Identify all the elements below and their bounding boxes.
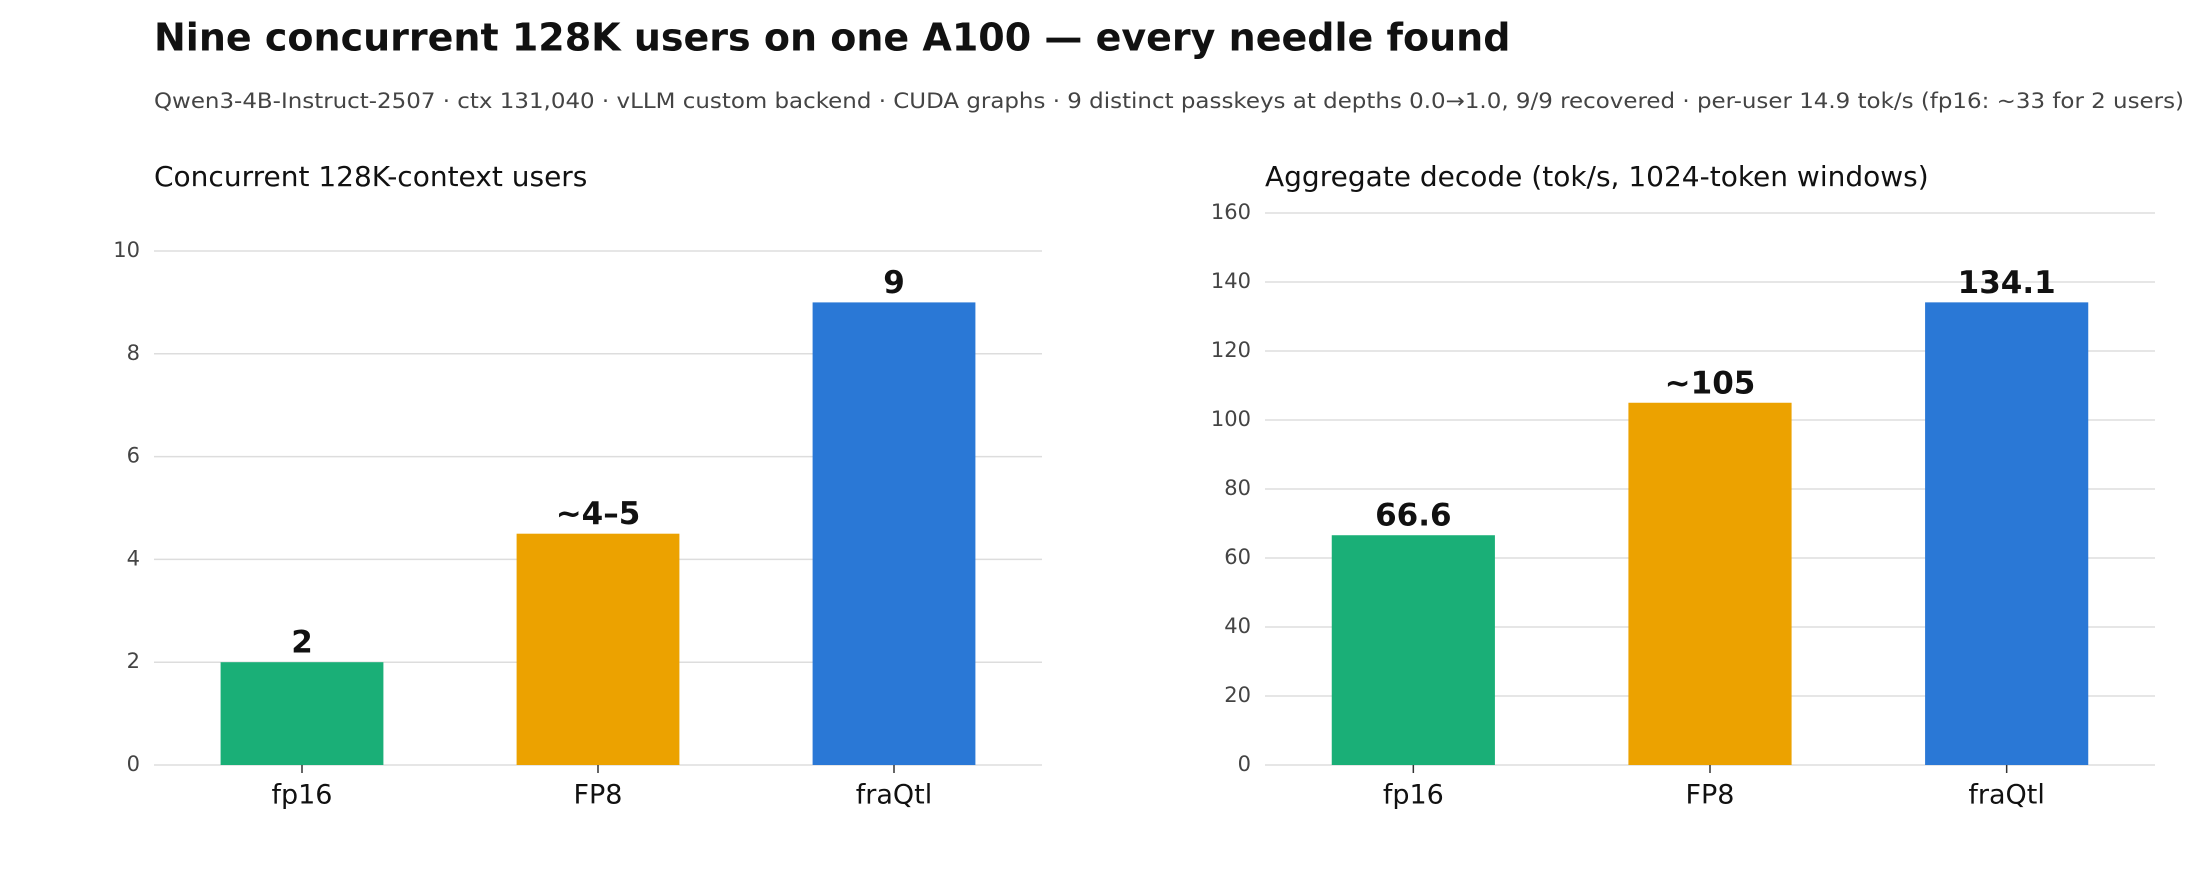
value-label: 66.6 bbox=[1375, 498, 1452, 534]
y-tick-label: 8 bbox=[127, 341, 140, 365]
bar bbox=[812, 302, 976, 765]
page-title: Nine concurrent 128K users on one A100 —… bbox=[154, 16, 1510, 60]
bar bbox=[220, 662, 384, 765]
value-label: 2 bbox=[291, 625, 313, 661]
bar bbox=[1925, 302, 2089, 765]
x-tick-label: fp16 bbox=[271, 780, 332, 811]
x-tick-label: FP8 bbox=[574, 780, 623, 811]
y-tick-label: 80 bbox=[1224, 476, 1251, 500]
bar bbox=[1628, 402, 1792, 765]
y-tick-label: 100 bbox=[1211, 407, 1251, 431]
y-tick-label: 140 bbox=[1211, 269, 1251, 293]
bar bbox=[1331, 535, 1495, 765]
y-tick-label: 10 bbox=[113, 238, 140, 262]
bar bbox=[516, 533, 680, 765]
y-tick-label: 4 bbox=[127, 546, 140, 570]
y-tick-label: 0 bbox=[127, 752, 140, 776]
value-label: ~105 bbox=[1665, 365, 1756, 401]
y-tick-label: 0 bbox=[1238, 752, 1251, 776]
y-tick-label: 20 bbox=[1224, 683, 1251, 707]
value-label: 134.1 bbox=[1958, 265, 2056, 301]
x-tick-label: FP8 bbox=[1686, 780, 1735, 811]
y-tick-label: 6 bbox=[127, 444, 140, 468]
y-tick-label: 120 bbox=[1211, 338, 1251, 362]
chart-title: Aggregate decode (tok/s, 1024-token wind… bbox=[1265, 160, 1929, 193]
page-subtitle: Qwen3-4B-Instruct-2507 · ctx 131,040 · v… bbox=[154, 89, 2184, 113]
x-tick-label: fraQtl bbox=[1968, 780, 2045, 811]
chart-title: Concurrent 128K-context users bbox=[154, 160, 587, 193]
y-tick-label: 160 bbox=[1211, 200, 1251, 224]
y-tick-label: 60 bbox=[1224, 545, 1251, 569]
value-label: 9 bbox=[883, 265, 905, 301]
x-tick-label: fraQtl bbox=[856, 780, 933, 811]
x-tick-label: fp16 bbox=[1383, 780, 1444, 811]
y-tick-label: 2 bbox=[127, 649, 140, 673]
value-label: ~4–5 bbox=[556, 496, 641, 532]
y-tick-label: 40 bbox=[1224, 614, 1251, 638]
